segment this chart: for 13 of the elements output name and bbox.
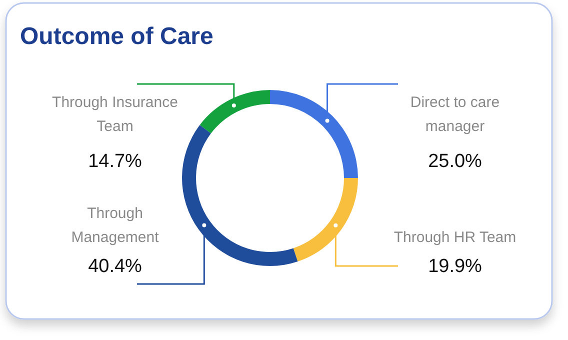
donut-slice (293, 178, 358, 262)
donut-slice (182, 124, 298, 266)
data-label: 19.9% (428, 256, 482, 277)
slice-label: Through Management (71, 205, 160, 246)
data-label: 14.7% (88, 151, 142, 172)
donut-slice (270, 90, 358, 178)
data-label: 40.4% (88, 256, 142, 277)
slice-label: Through Insurance Team (52, 94, 178, 135)
slice-label: Through HR Team (394, 229, 516, 246)
donut-slice (200, 90, 270, 134)
chart-title: Outcome of Care (20, 23, 214, 50)
data-label: 25.0% (428, 151, 482, 172)
slice-label: Direct to care manager (410, 94, 500, 135)
